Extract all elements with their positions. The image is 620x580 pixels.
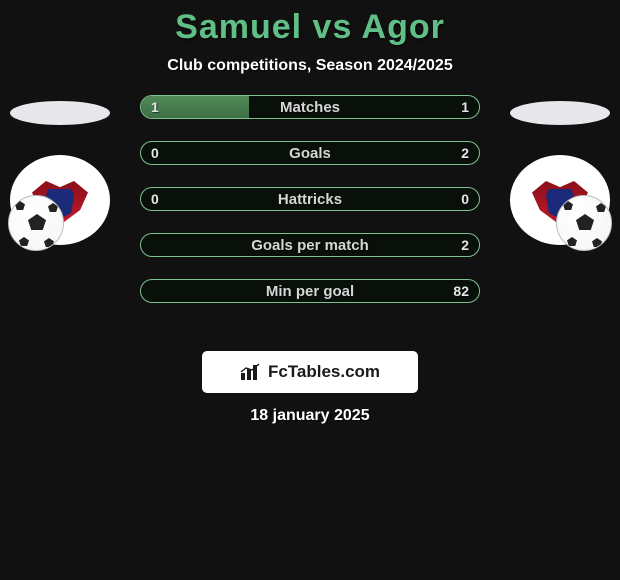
player-left-group: [0, 95, 120, 245]
comparison-card: Samuel vs Agor Club competitions, Season…: [0, 0, 620, 580]
stat-label: Min per goal: [141, 280, 479, 302]
stat-value-right: 2: [461, 142, 469, 164]
stat-value-left: 0: [151, 142, 159, 164]
stat-label: Hattricks: [141, 188, 479, 210]
bar-chart-icon: [240, 363, 262, 381]
player-right-group: [500, 95, 620, 245]
subtitle: Club competitions, Season 2024/2025: [0, 57, 620, 75]
content-area: 11Matches02Goals00Hattricks2Goals per ma…: [0, 95, 620, 335]
stat-value-right: 0: [461, 188, 469, 210]
stat-value-right: 1: [461, 96, 469, 118]
page-title: Samuel vs Agor: [0, 0, 620, 47]
date-text: 18 january 2025: [0, 407, 620, 425]
stat-row: 82Min per goal: [140, 279, 480, 303]
player-right-silhouette: [510, 101, 610, 125]
stat-row: 0 0Hattricks: [140, 187, 480, 211]
stat-row: 0 2Goals: [140, 141, 480, 165]
watermark-badge: FcTables.com: [202, 351, 418, 393]
stat-value-left: 1: [151, 96, 159, 118]
watermark-text: FcTables.com: [268, 362, 380, 382]
stat-value-right: 82: [453, 280, 469, 302]
soccer-ball-icon: [8, 195, 64, 251]
soccer-ball-icon: [556, 195, 612, 251]
player-left-club-badge: [10, 155, 110, 245]
stat-row: 11Matches: [140, 95, 480, 119]
player-right-club-badge: [510, 155, 610, 245]
stat-value-left: 0: [151, 188, 159, 210]
stat-label: Goals: [141, 142, 479, 164]
stat-label: Goals per match: [141, 234, 479, 256]
stat-bars: 11Matches02Goals00Hattricks2Goals per ma…: [140, 95, 480, 303]
stat-row: 2Goals per match: [140, 233, 480, 257]
player-left-silhouette: [10, 101, 110, 125]
stat-value-right: 2: [461, 234, 469, 256]
